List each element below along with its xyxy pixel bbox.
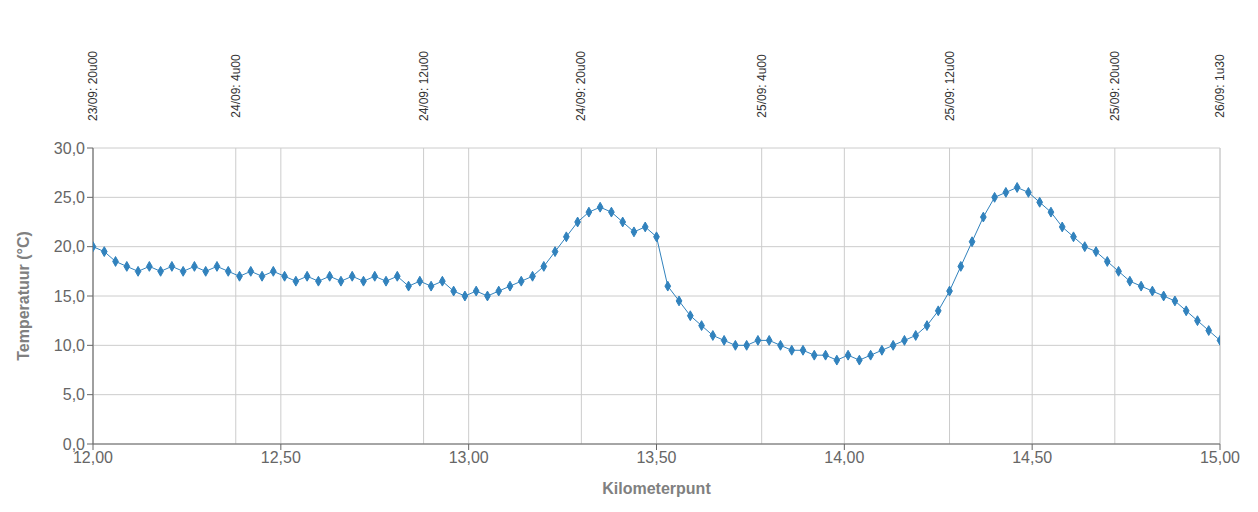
svg-text:14,50: 14,50: [1012, 449, 1052, 466]
svg-text:25,0: 25,0: [54, 189, 85, 206]
svg-text:0,0: 0,0: [63, 436, 85, 453]
svg-text:24/09: 12u00: 24/09: 12u00: [417, 51, 431, 121]
svg-text:12,50: 12,50: [261, 449, 301, 466]
svg-text:13,00: 13,00: [449, 449, 489, 466]
svg-text:23/09: 20u00: 23/09: 20u00: [86, 51, 100, 121]
svg-text:26/09: 1u30: 26/09: 1u30: [1213, 54, 1227, 118]
svg-text:12,00: 12,00: [73, 449, 113, 467]
svg-text:25/09: 4u00: 25/09: 4u00: [755, 54, 769, 118]
svg-text:30,0: 30,0: [54, 140, 85, 157]
svg-text:15,0: 15,0: [54, 288, 85, 305]
svg-text:13,50: 13,50: [636, 449, 676, 466]
svg-text:24/09: 20u00: 24/09: 20u00: [574, 51, 588, 121]
svg-text:Kilometerpunt: Kilometerpunt: [602, 480, 711, 497]
svg-text:20,0: 20,0: [54, 238, 85, 255]
svg-text:25/09: 20u00: 25/09: 20u00: [1108, 51, 1122, 121]
svg-text:10,0: 10,0: [54, 337, 85, 354]
svg-text:15,00: 15,00: [1200, 449, 1240, 466]
svg-text:5,0: 5,0: [63, 386, 85, 403]
svg-text:25/09: 12u00: 25/09: 12u00: [943, 51, 957, 121]
svg-text:24/09: 4u00: 24/09: 4u00: [229, 54, 243, 118]
svg-text:14,00: 14,00: [824, 449, 864, 466]
svg-text:Temperatuur (°C): Temperatuur (°C): [15, 231, 32, 361]
